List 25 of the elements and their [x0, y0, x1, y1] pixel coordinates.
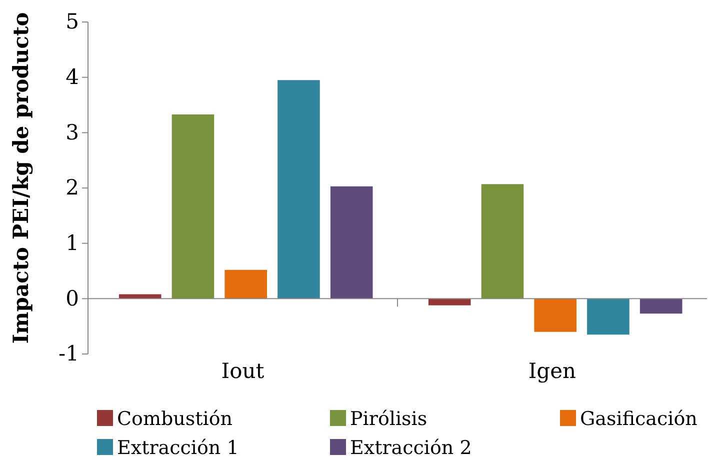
legend-label: Gasificación	[580, 408, 698, 430]
y-tick-label: 4	[66, 65, 79, 90]
y-tick-label: 3	[66, 120, 79, 144]
y-tick-label: 0	[66, 286, 79, 310]
legend-label: Combustión	[117, 408, 233, 430]
bar	[640, 298, 682, 314]
y-tick-label: 2	[66, 176, 79, 200]
legend-label: Extracción 2	[350, 437, 472, 459]
x-tick-label: Iout	[221, 359, 265, 383]
bar	[330, 186, 373, 299]
y-axis-title: Impacto PEI/kg de producto	[8, 12, 33, 344]
bar	[428, 298, 471, 306]
legend-label: Extracción 1	[117, 437, 239, 459]
y-tick-label: 5	[66, 10, 79, 34]
y-tick-label: -1	[58, 342, 79, 366]
bar	[278, 80, 320, 299]
x-tick-label: Igen	[528, 359, 576, 383]
bar	[587, 298, 630, 335]
bar	[118, 294, 162, 299]
bar	[481, 184, 524, 299]
legend-label: Pirólisis	[350, 408, 428, 430]
y-tick-label: 1	[66, 231, 79, 256]
bar	[224, 270, 267, 299]
bar	[534, 298, 576, 332]
bar	[172, 114, 214, 299]
